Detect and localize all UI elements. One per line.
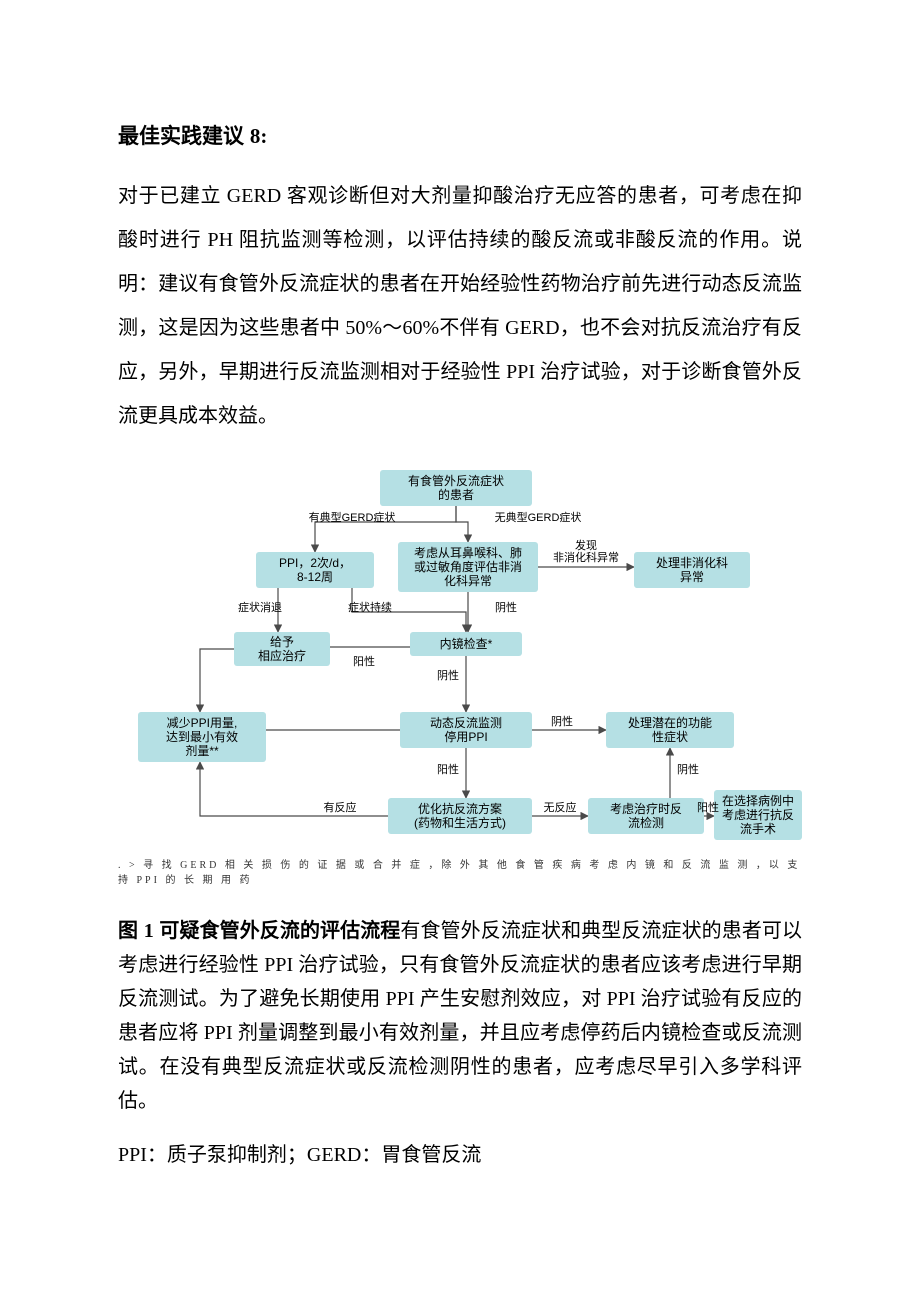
svg-text:无反应: 无反应 xyxy=(544,800,577,814)
svg-text:处理非消化科: 处理非消化科 xyxy=(656,556,728,570)
svg-text:流检测: 流检测 xyxy=(628,815,664,830)
heading-num: 8: xyxy=(250,124,268,148)
svg-text:达到最小有效: 达到最小有效 xyxy=(166,729,238,744)
svg-text:内镜检查*: 内镜检查* xyxy=(440,636,493,651)
svg-text:或过敏角度评估非消: 或过敏角度评估非消 xyxy=(414,559,522,574)
svg-text:在选择病例中: 在选择病例中 xyxy=(722,793,794,808)
svg-text:动态反流监测: 动态反流监测 xyxy=(430,716,502,730)
svg-text:发现: 发现 xyxy=(575,538,597,552)
svg-text:处理潜在的功能: 处理潜在的功能 xyxy=(628,715,712,730)
abbreviations: PPI：质子泵抑制剂；GERD：胃食管反流 xyxy=(118,1138,802,1167)
caption-body: 有食管外反流症状和典型反流症状的患者可以考虑进行经验性 PPI 治疗试验，只有食… xyxy=(118,920,802,1112)
svg-text:PPI，2次/d，: PPI，2次/d， xyxy=(279,556,351,570)
svg-text:有食管外反流症状: 有食管外反流症状 xyxy=(408,473,504,488)
svg-text:性症状: 性症状 xyxy=(652,729,688,744)
svg-text:阴性: 阴性 xyxy=(495,600,517,614)
svg-text:阴性: 阴性 xyxy=(551,714,573,728)
svg-text:考虑治疗时反: 考虑治疗时反 xyxy=(610,802,682,816)
svg-text:流手术: 流手术 xyxy=(740,822,776,836)
svg-text:相应治疗: 相应治疗 xyxy=(258,648,306,663)
svg-text:8-12周: 8-12周 xyxy=(297,570,333,584)
svg-text:(药物和生活方式): (药物和生活方式) xyxy=(414,815,506,830)
svg-text:阳性: 阳性 xyxy=(437,762,459,776)
svg-text:症状持续: 症状持续 xyxy=(348,600,392,614)
svg-text:给予: 给予 xyxy=(270,635,294,649)
svg-text:考虑从耳鼻喉科、肺: 考虑从耳鼻喉科、肺 xyxy=(414,545,522,560)
svg-text:剂量**: 剂量** xyxy=(185,743,219,758)
caption-lead: 图 1 可疑食管外反流的评估流程 xyxy=(118,920,400,942)
svg-text:异常: 异常 xyxy=(680,570,704,584)
svg-text:非消化科异常: 非消化科异常 xyxy=(553,550,619,564)
svg-text:阴性: 阴性 xyxy=(677,762,699,776)
caption-block: 图 1 可疑食管外反流的评估流程有食管外反流症状和典型反流症状的患者可以考虑进行… xyxy=(118,914,802,1118)
svg-text:症状消退: 症状消退 xyxy=(238,600,282,614)
svg-text:阴性: 阴性 xyxy=(437,668,459,682)
heading-prefix: 最佳实践建议 xyxy=(118,125,250,148)
svg-text:化科异常: 化科异常 xyxy=(444,574,492,588)
svg-text:阳性: 阳性 xyxy=(353,654,375,668)
svg-text:优化抗反流方案: 优化抗反流方案 xyxy=(418,801,502,816)
caption: 图 1 可疑食管外反流的评估流程有食管外反流症状和典型反流症状的患者可以考虑进行… xyxy=(118,914,802,1118)
footnote: . > 寻 找 GERD 相 关 损 伤 的 证 据 或 合 并 症 ，除 外 … xyxy=(118,856,802,886)
svg-text:考虑进行抗反: 考虑进行抗反 xyxy=(722,807,794,822)
svg-text:有典型GERD症状: 有典型GERD症状 xyxy=(309,510,396,524)
svg-text:减少PPI用量,: 减少PPI用量, xyxy=(167,716,238,730)
paragraph-1: 对于已建立 GERD 客观诊断但对大剂量抑酸治疗无应答的患者，可考虑在抑酸时进行… xyxy=(118,174,802,438)
svg-text:阳性: 阳性 xyxy=(697,800,719,814)
flowchart-svg: 有食管外反流症状的患者 PPI，2次/d，8-12周 考虑从耳鼻喉科、肺或过敏角度评… xyxy=(118,462,802,852)
flowchart: 有食管外反流症状的患者 PPI，2次/d，8-12周 考虑从耳鼻喉科、肺或过敏角度评… xyxy=(118,462,802,852)
svg-text:停用PPI: 停用PPI xyxy=(444,729,487,744)
svg-text:的患者: 的患者 xyxy=(438,487,474,502)
svg-text:有反应: 有反应 xyxy=(324,800,357,814)
heading: 最佳实践建议 8: xyxy=(118,120,802,150)
svg-text:无典型GERD症状: 无典型GERD症状 xyxy=(495,510,582,524)
